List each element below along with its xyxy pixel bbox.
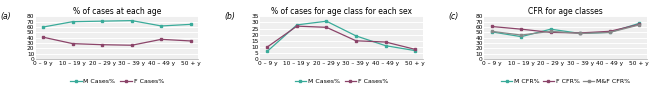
Text: (a): (a) <box>0 12 10 21</box>
Title: % of cases for age class for each sex: % of cases for age class for each sex <box>271 7 411 16</box>
Title: CFR for age classes: CFR for age classes <box>528 7 603 16</box>
Legend: M Cases%, F Cases%: M Cases%, F Cases% <box>292 76 391 87</box>
Text: (c): (c) <box>448 12 459 21</box>
Legend: M CFR%, F CFR%, M&F CFR%: M CFR%, F CFR%, M&F CFR% <box>499 76 632 87</box>
Legend: M Cases%, F Cases%: M Cases%, F Cases% <box>68 76 166 87</box>
Title: % of cases at each age: % of cases at each age <box>73 7 161 16</box>
Text: (b): (b) <box>224 12 235 21</box>
